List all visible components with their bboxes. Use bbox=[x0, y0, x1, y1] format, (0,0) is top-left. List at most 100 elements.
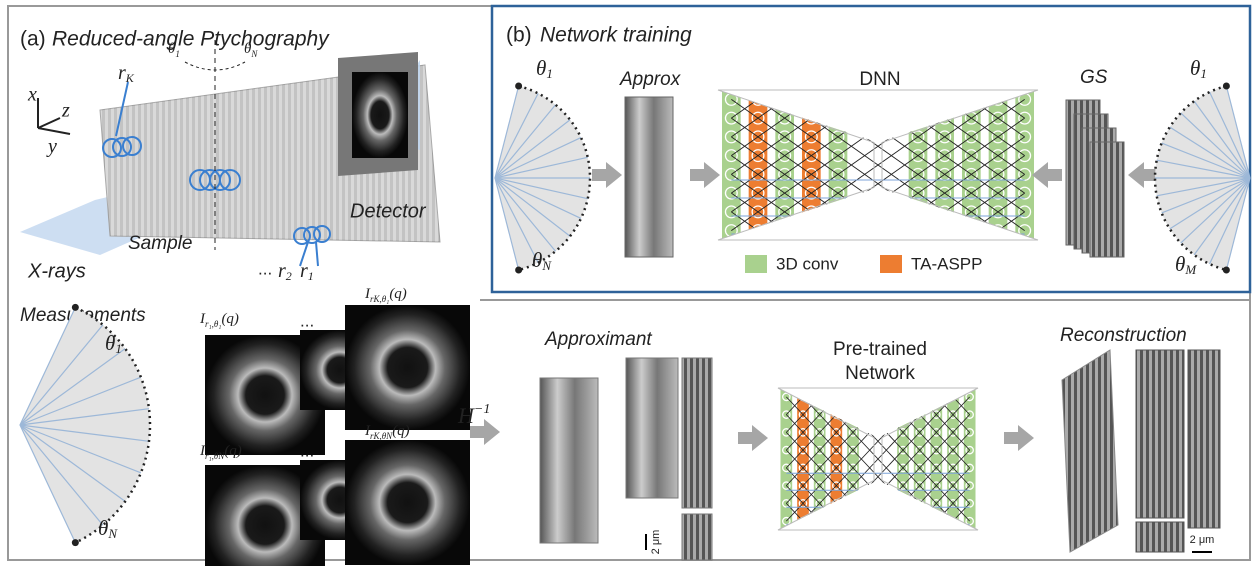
connection bbox=[919, 396, 937, 415]
network-layer bbox=[1015, 90, 1034, 240]
math-sup: −1 bbox=[474, 402, 490, 417]
neuron bbox=[804, 186, 818, 200]
neuron bbox=[932, 516, 941, 526]
neuron bbox=[751, 130, 765, 144]
connection bbox=[819, 414, 837, 433]
neuron bbox=[911, 186, 925, 200]
network-layer bbox=[813, 388, 826, 530]
connection bbox=[837, 155, 865, 175]
arc-end bbox=[1222, 82, 1230, 90]
neuron bbox=[804, 149, 818, 163]
connection bbox=[891, 174, 919, 194]
neuron bbox=[831, 130, 845, 144]
connection bbox=[864, 136, 892, 156]
neuron bbox=[898, 516, 908, 526]
neuron bbox=[915, 392, 924, 402]
arc-end bbox=[515, 266, 523, 274]
math-sub: 1 bbox=[1200, 66, 1207, 81]
angle-ray bbox=[494, 177, 582, 219]
gs-block bbox=[1089, 141, 1125, 258]
connection bbox=[902, 503, 920, 522]
math-main: I bbox=[364, 286, 371, 302]
angle-ray bbox=[494, 104, 557, 179]
angle-ray bbox=[1209, 177, 1251, 265]
neuron bbox=[898, 481, 908, 490]
detector-image bbox=[352, 72, 408, 158]
connection bbox=[811, 155, 839, 175]
math-label: Ir₁,θ₁(q) bbox=[199, 311, 239, 329]
arrow bbox=[1128, 162, 1158, 188]
angle-ray bbox=[494, 177, 539, 263]
math-sub: 1 bbox=[546, 66, 553, 81]
connection bbox=[919, 432, 937, 451]
connection bbox=[852, 396, 870, 415]
neuron bbox=[815, 463, 824, 473]
connection bbox=[836, 432, 854, 451]
connection bbox=[971, 155, 999, 175]
ellipsis: ... bbox=[258, 259, 272, 278]
panel-b-label: (b) bbox=[506, 24, 532, 47]
math-sub: 1 bbox=[308, 269, 314, 283]
neuron bbox=[778, 149, 792, 163]
angle-fan bbox=[20, 307, 150, 543]
connection bbox=[886, 449, 904, 469]
rotation-arc bbox=[184, 61, 246, 71]
scale-label: 2 μm bbox=[650, 530, 662, 555]
legend-label: TA-ASPP bbox=[911, 254, 982, 273]
neuron bbox=[898, 445, 908, 455]
network-layer bbox=[930, 388, 943, 530]
probe-pointer bbox=[115, 81, 129, 137]
connection bbox=[757, 136, 785, 156]
angle-arc bbox=[74, 306, 152, 544]
approximant-volume bbox=[539, 377, 599, 544]
math-label: θN bbox=[532, 248, 552, 273]
connection bbox=[944, 155, 972, 175]
connection bbox=[731, 117, 759, 138]
neuron bbox=[751, 149, 765, 163]
connection bbox=[869, 396, 887, 415]
math-main: H bbox=[457, 403, 475, 428]
neuron bbox=[848, 428, 858, 437]
angle-ray bbox=[494, 177, 557, 252]
arc-end bbox=[515, 82, 523, 90]
math-sub: N bbox=[250, 49, 258, 59]
neuron bbox=[932, 392, 941, 402]
connection bbox=[852, 449, 870, 469]
connection bbox=[837, 174, 865, 194]
neuron bbox=[898, 499, 908, 508]
neuron bbox=[948, 445, 958, 455]
neuron bbox=[815, 445, 824, 455]
approximant-slice bbox=[681, 513, 713, 561]
dnn-label: DNN bbox=[859, 69, 900, 90]
math-label: θN bbox=[98, 516, 118, 541]
arrow bbox=[690, 162, 720, 188]
math-tail: (q) bbox=[224, 443, 242, 459]
connection bbox=[917, 174, 945, 194]
connection bbox=[819, 467, 837, 486]
connection bbox=[819, 485, 837, 504]
connection bbox=[952, 467, 970, 486]
connection bbox=[936, 432, 954, 451]
angle-ray bbox=[1193, 177, 1251, 256]
math-main: θ bbox=[168, 41, 176, 57]
math-sub: rK,θN bbox=[370, 431, 393, 441]
connection bbox=[869, 485, 887, 504]
math-label: rK bbox=[118, 62, 135, 85]
neuron bbox=[965, 410, 974, 419]
angle-ray bbox=[1180, 112, 1251, 179]
connection bbox=[819, 449, 837, 469]
connection bbox=[864, 155, 892, 175]
neuron bbox=[778, 130, 792, 144]
connection bbox=[784, 155, 812, 175]
connection bbox=[819, 396, 837, 415]
angle-ray bbox=[19, 324, 104, 426]
approximant-slice bbox=[681, 357, 713, 509]
angle-ray bbox=[1209, 91, 1251, 179]
connection bbox=[997, 155, 1025, 175]
neuron bbox=[965, 481, 974, 490]
connection bbox=[802, 485, 820, 504]
math-sub: N bbox=[107, 526, 118, 541]
connection bbox=[952, 396, 970, 415]
reconstruction-label: Reconstruction bbox=[1060, 325, 1187, 346]
